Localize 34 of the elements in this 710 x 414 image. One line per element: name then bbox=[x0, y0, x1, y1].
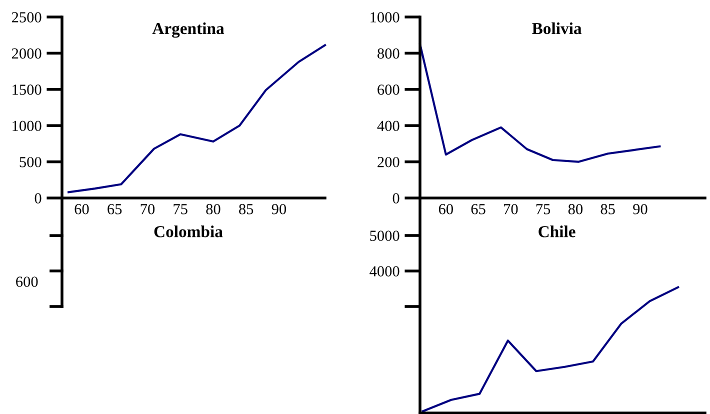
chart-title: Argentina bbox=[152, 22, 224, 38]
x-tick-label: 85 bbox=[239, 204, 254, 214]
y-tick-label: 0 bbox=[34, 193, 42, 204]
y-tick-label: 5000 bbox=[370, 230, 400, 241]
x-tick-label: 90 bbox=[272, 204, 286, 214]
x-tick-label: 75 bbox=[174, 204, 188, 214]
x-tick-label: 65 bbox=[108, 204, 122, 214]
y-tick-label: 0 bbox=[392, 193, 400, 204]
y-tick-label: 800 bbox=[378, 48, 400, 59]
x-tick-label: 80 bbox=[568, 204, 583, 214]
text: Chile bbox=[538, 226, 576, 238]
y-tick-label: 2000 bbox=[12, 48, 42, 59]
x-tick-label: 70 bbox=[140, 204, 155, 214]
text: Colombia bbox=[154, 226, 223, 238]
y-tick-label: 4000 bbox=[370, 266, 400, 276]
y-tick-label: 1500 bbox=[12, 84, 42, 95]
line-series bbox=[422, 286, 680, 412]
y-tick-label: 500 bbox=[20, 156, 42, 168]
x-tick-label: 60 bbox=[438, 204, 453, 214]
y-tick-label: 200 bbox=[378, 156, 400, 168]
chart-title: Bolivia bbox=[532, 22, 582, 34]
y-tick-label: 2500 bbox=[12, 12, 42, 22]
x-tick-label: 65 bbox=[471, 204, 486, 214]
x-tick-label: 85 bbox=[600, 204, 615, 214]
line-series bbox=[68, 44, 326, 194]
y-tick-label: 1000 bbox=[370, 12, 400, 22]
y-tick-label: 600 bbox=[378, 84, 400, 95]
x-tick-label: 75 bbox=[536, 204, 550, 214]
y-tick-label: 400 bbox=[377, 120, 400, 132]
y-tick-label: 1000 bbox=[12, 120, 42, 132]
x-tick-label: 60 bbox=[74, 204, 89, 214]
x-tick-label: 90 bbox=[633, 204, 648, 214]
x-tick-label: 80 bbox=[206, 204, 220, 214]
x-tick-label: 70 bbox=[504, 204, 518, 214]
